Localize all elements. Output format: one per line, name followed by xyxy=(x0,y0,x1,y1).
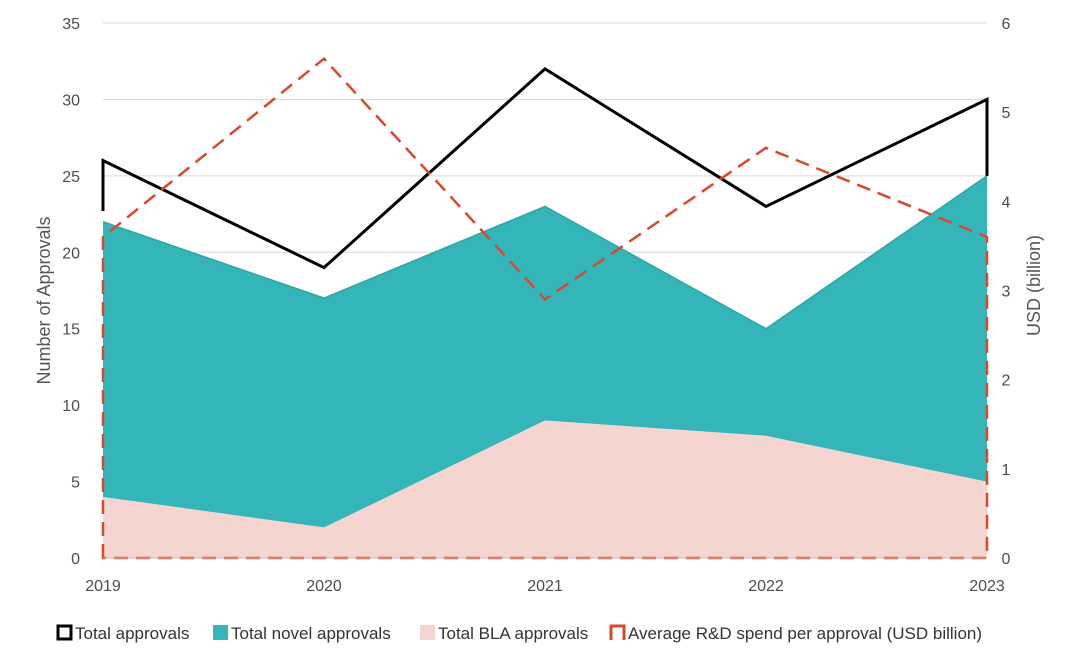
x-tick-label: 2021 xyxy=(527,578,563,595)
y-left-tick-label: 10 xyxy=(62,398,80,415)
legend-item: Total BLA approvals xyxy=(420,624,588,643)
y-axis-right: 0 1 2 3 4 5 6 xyxy=(1002,16,1011,568)
y-left-tick-label: 35 xyxy=(62,16,80,33)
y-axis-left-title: Number of Approvals xyxy=(34,216,54,384)
x-tick-label: 2020 xyxy=(306,578,342,595)
legend: Total approvals Total novel approvals Tota… xyxy=(56,624,982,643)
y-axis-left: 0 5 10 15 20 25 30 35 xyxy=(62,16,80,568)
y-right-tick-label: 2 xyxy=(1002,373,1011,390)
x-tick-label: 2023 xyxy=(969,578,1005,595)
legend-swatch xyxy=(213,625,228,640)
legend-label: Total approvals xyxy=(75,624,189,643)
line-series xyxy=(101,56,989,560)
x-axis: 2019 2020 2021 2022 2023 xyxy=(85,557,1005,595)
legend-item: Average R&D spend per approval (USD bill… xyxy=(609,624,982,643)
y-right-tick-label: 4 xyxy=(1002,194,1011,211)
legend-swatch xyxy=(609,624,626,640)
y-right-tick-label: 0 xyxy=(1002,551,1011,568)
line-avg-rd-spend xyxy=(101,56,989,560)
area-series xyxy=(102,175,988,558)
y-left-tick-label: 5 xyxy=(71,475,80,492)
legend-label: Average R&D spend per approval (USD bill… xyxy=(628,624,982,643)
legend-label: Total novel approvals xyxy=(231,624,391,643)
legend-item: Total novel approvals xyxy=(213,624,391,643)
legend-swatch xyxy=(56,624,73,641)
area-total-bla-approvals xyxy=(103,420,987,558)
y-left-tick-label: 0 xyxy=(71,551,80,568)
legend-swatch xyxy=(420,625,435,640)
x-tick-label: 2019 xyxy=(85,578,121,595)
y-left-tick-label: 30 xyxy=(62,92,80,109)
x-tick-label: 2022 xyxy=(748,578,784,595)
legend-item: Total approvals xyxy=(56,624,189,643)
area-top-edge xyxy=(102,175,988,330)
y-axis-right-title: USD (billion) xyxy=(1024,235,1044,336)
y-right-tick-label: 3 xyxy=(1002,284,1011,301)
y-left-tick-label: 20 xyxy=(62,245,80,262)
legend-label: Total BLA approvals xyxy=(438,624,588,643)
y-left-tick-label: 25 xyxy=(62,169,80,186)
y-left-tick-label: 15 xyxy=(62,322,80,339)
y-right-tick-label: 6 xyxy=(1002,16,1011,33)
line-total-approvals xyxy=(101,66,989,270)
y-right-tick-label: 5 xyxy=(1002,105,1011,122)
y-right-tick-label: 1 xyxy=(1002,462,1011,479)
